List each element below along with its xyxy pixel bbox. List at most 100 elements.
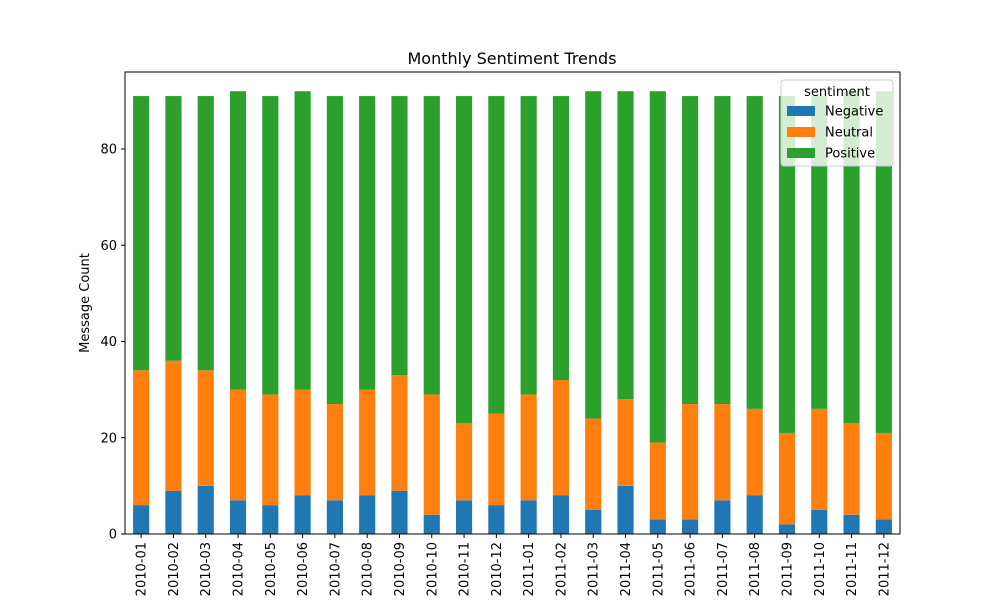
x-tick-label: 2011-01 xyxy=(522,542,537,596)
x-tick-label: 2010-11 xyxy=(458,542,473,596)
legend-swatch-negative xyxy=(787,106,815,116)
bar-segment-negative xyxy=(811,509,828,534)
bar-segment-neutral xyxy=(455,423,473,501)
bar-segment-neutral xyxy=(133,370,150,506)
bar-segment-positive xyxy=(520,96,537,395)
legend-swatch-positive xyxy=(787,148,815,158)
plot-frame xyxy=(124,71,901,535)
bar-segment-negative xyxy=(294,495,311,534)
y-axis-label: Message Count xyxy=(78,253,93,353)
x-tick-label: 2011-05 xyxy=(651,542,666,596)
x-tick-label: 2011-08 xyxy=(748,542,763,596)
bar-segment-positive xyxy=(649,91,666,443)
legend-label-positive: Positive xyxy=(825,147,875,162)
bar-segment-neutral xyxy=(746,408,763,496)
bar-segment-negative xyxy=(682,519,699,534)
bar-segment-positive xyxy=(229,91,247,390)
chart-title: Monthly Sentiment Trends xyxy=(407,49,616,68)
y-tick-label: 0 xyxy=(109,528,117,543)
bar-segment-neutral xyxy=(294,389,311,496)
bar-segment-positive xyxy=(326,96,343,405)
bar-segment-positive xyxy=(552,96,570,380)
bar-segment-neutral xyxy=(262,394,279,506)
y-tick-label: 20 xyxy=(100,431,117,446)
bar-segment-positive xyxy=(811,96,828,409)
bar-segment-positive xyxy=(682,96,699,405)
bar-segment-positive xyxy=(488,96,505,414)
bar-segment-neutral xyxy=(520,394,537,501)
bar-group xyxy=(133,91,892,535)
bar-segment-neutral xyxy=(197,370,214,486)
bar-segment-positive xyxy=(262,96,279,395)
bar-segment-negative xyxy=(778,524,796,535)
bar-segment-neutral xyxy=(875,432,892,520)
bar-segment-neutral xyxy=(391,375,408,491)
x-tick-label: 2011-02 xyxy=(554,542,569,596)
legend-label-negative: Negative xyxy=(825,105,883,120)
bar-segment-positive xyxy=(423,96,440,395)
bar-segment-negative xyxy=(423,514,440,534)
bar-segment-negative xyxy=(843,514,860,534)
bar-segment-neutral xyxy=(585,418,602,510)
bar-segment-negative xyxy=(197,485,214,535)
bar-segment-negative xyxy=(520,500,537,534)
bar-segment-positive xyxy=(359,96,376,390)
x-tick-label: 2010-01 xyxy=(135,542,150,596)
bar-segment-negative xyxy=(133,505,150,535)
legend-label-neutral: Neutral xyxy=(825,126,873,141)
x-tick-label: 2011-09 xyxy=(780,542,795,596)
bar-segment-positive xyxy=(875,91,892,433)
x-tick-label: 2010-10 xyxy=(425,542,440,596)
bar-segment-positive xyxy=(133,96,150,371)
x-tick-label: 2010-08 xyxy=(361,542,376,596)
bar-segment-positive xyxy=(714,96,731,405)
bar-segment-neutral xyxy=(552,380,570,496)
bar-segment-negative xyxy=(552,495,570,534)
bar-segment-negative xyxy=(585,509,602,534)
axes: 0 20 40 60 80 2010-01 2010-02 2010-03 2010-04 201… xyxy=(100,71,901,596)
legend-swatch-neutral xyxy=(787,127,815,137)
x-tick-label: 2010-03 xyxy=(199,542,214,596)
bar-segment-negative xyxy=(262,505,279,535)
bar-segment-neutral xyxy=(359,389,376,496)
x-tick-label: 2010-02 xyxy=(167,542,182,596)
legend: sentiment Negative Neutral Positive xyxy=(780,79,894,167)
bar-segment-positive xyxy=(746,96,763,409)
x-tick-label: 2011-03 xyxy=(587,542,602,596)
x-tick-label: 2011-07 xyxy=(716,542,731,596)
x-tick-label: 2011-10 xyxy=(813,542,828,596)
x-tick-label: 2010-05 xyxy=(264,542,279,596)
bar-segment-positive xyxy=(294,91,311,390)
bar-segment-neutral xyxy=(165,360,182,491)
bar-segment-positive xyxy=(455,96,473,424)
bar-segment-positive xyxy=(197,96,214,371)
x-tick-label: 2010-09 xyxy=(393,542,408,596)
bar-segment-neutral xyxy=(649,442,666,520)
bar-segment-negative xyxy=(391,490,408,534)
bar-segment-negative xyxy=(875,519,892,534)
bar-segment-negative xyxy=(649,519,666,534)
bar-segment-neutral xyxy=(326,404,343,501)
bar-segment-neutral xyxy=(811,408,828,510)
y-tick-label: 60 xyxy=(100,239,117,254)
x-tick-label: 2010-07 xyxy=(328,542,343,596)
legend-title: sentiment xyxy=(804,85,870,100)
y-tick-label: 40 xyxy=(100,335,117,350)
y-tick-label: 80 xyxy=(100,143,117,158)
bar-segment-neutral xyxy=(617,399,634,486)
legend-box xyxy=(780,79,894,167)
bar-segment-positive xyxy=(585,91,602,419)
x-tick-label: 2011-04 xyxy=(619,542,634,596)
x-tick-label: 2010-04 xyxy=(232,542,247,596)
bar-segment-negative xyxy=(229,500,247,534)
x-tick-label: 2011-06 xyxy=(684,542,699,596)
bar-segment-neutral xyxy=(488,413,505,506)
bar-segment-neutral xyxy=(229,389,247,501)
x-tick-label: 2010-12 xyxy=(490,542,505,596)
bar-segment-negative xyxy=(617,485,634,535)
bar-segment-negative xyxy=(488,505,505,535)
bar-segment-negative xyxy=(455,500,473,534)
x-tick-label: 2011-12 xyxy=(877,542,892,596)
bar-segment-positive xyxy=(165,96,182,361)
